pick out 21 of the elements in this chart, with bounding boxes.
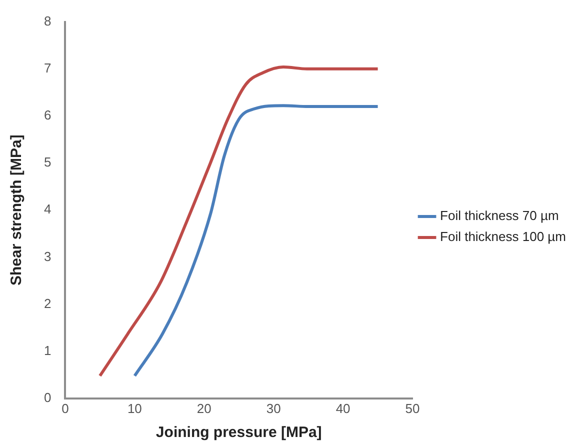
legend-label: Foil thickness 70 µm <box>440 208 559 224</box>
x-tick-label: 40 <box>336 400 350 416</box>
y-tick-label: 6 <box>44 108 52 123</box>
line-series <box>133 104 380 378</box>
line-series <box>98 65 380 378</box>
x-tick-label: 50 <box>405 400 420 416</box>
y-tick-label: 8 <box>44 13 52 28</box>
y-tick-label: 3 <box>44 248 52 264</box>
y-axis-title: Shear strength [MPa] <box>8 134 26 286</box>
y-tick-label: 0 <box>44 390 52 405</box>
y-tick-label: 7 <box>44 60 52 76</box>
y-tick-label: 4 <box>44 202 52 217</box>
x-tick-label: 20 <box>196 400 212 416</box>
x-tick-label: 10 <box>127 400 142 416</box>
x-tick-label: 0 <box>62 400 69 416</box>
y-tick-label: 1 <box>44 342 52 358</box>
legend-label: Foil thickness 100 µm <box>440 229 566 244</box>
y-tick-label: 5 <box>44 154 52 170</box>
x-tick-label: 30 <box>266 400 281 416</box>
x-axis-title: Joining pressure [MPa] <box>156 424 322 442</box>
y-tick-label: 2 <box>44 296 52 311</box>
